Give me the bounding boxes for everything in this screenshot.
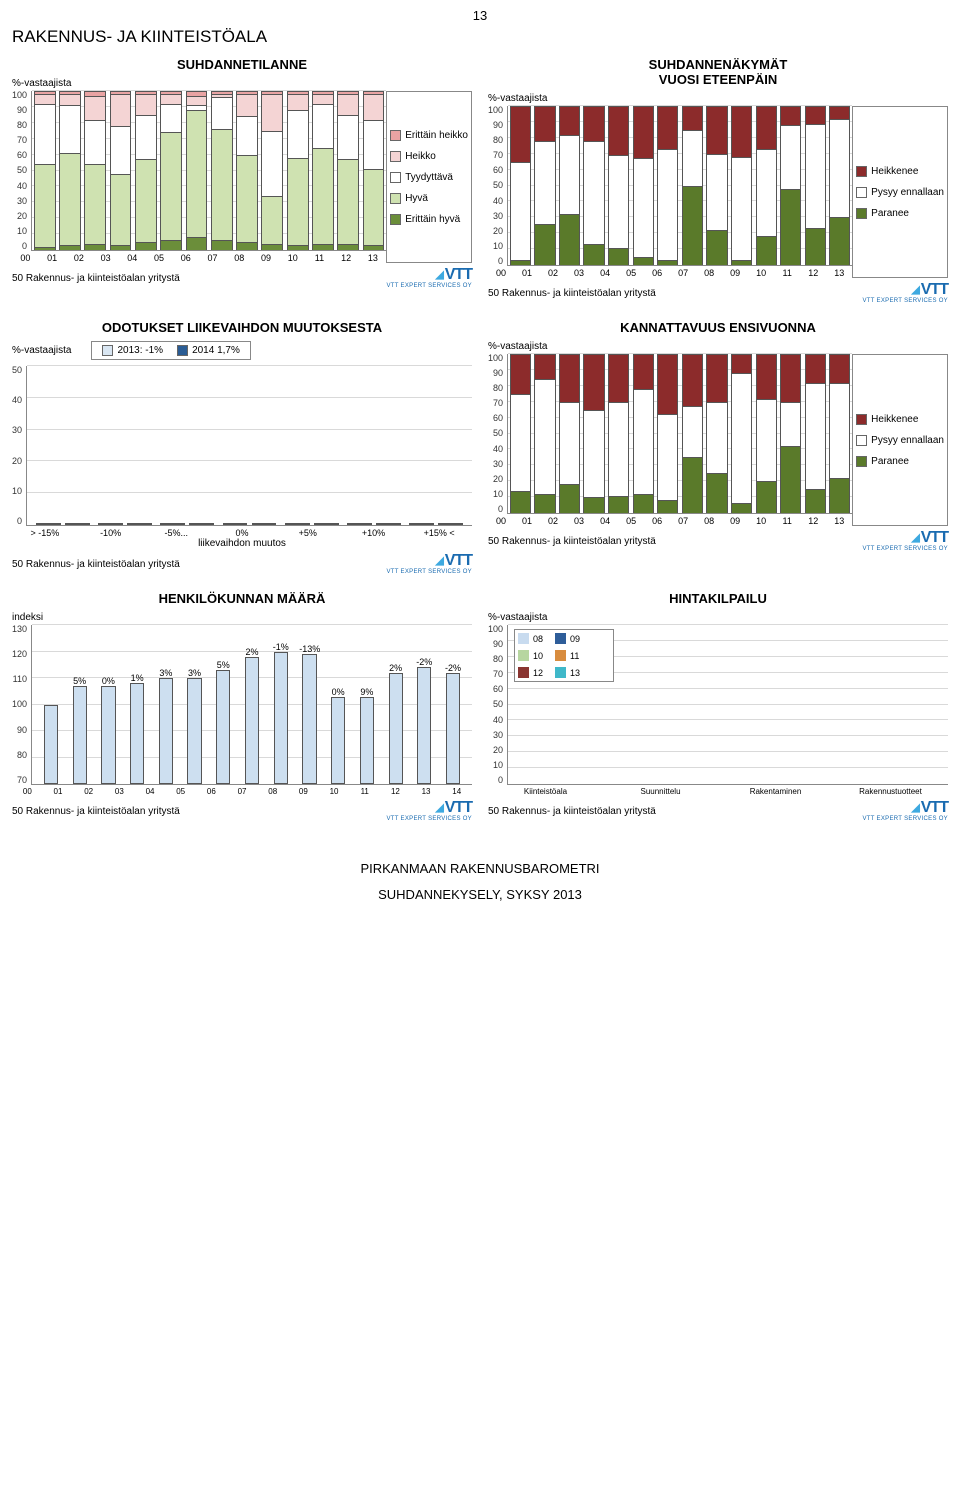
panel-title: HINTAKILPAILU: [488, 591, 948, 606]
plot-area: [507, 354, 852, 514]
panel-henkilokunta: HENKILÖKUNNAN MÄÄRÄ indeksi 130120110100…: [12, 589, 472, 828]
y-axis: 50403020100: [12, 366, 26, 526]
plot-area: [507, 106, 852, 266]
source-note: 50 Rakennus- ja kiinteistöalan yritystä: [12, 806, 180, 817]
panel-suhdannetilanne: SUHDANNETILANNE %-vastaajista 1009080706…: [12, 55, 472, 310]
panel-title: KANNATTAVUUS ENSIVUONNA: [488, 320, 948, 335]
panel-title: SUHDANNENÄKYMÄT VUOSI ETEENPÄIN: [488, 57, 948, 87]
x-axis: KiinteistöalaSuunnitteluRakentaminenRake…: [488, 787, 948, 796]
plot-area: [26, 366, 472, 526]
y-axis-label: %-vastaajista: [488, 93, 948, 104]
x-axis: 0001020304050607080910111213: [488, 516, 852, 526]
x-axis: 0001020304050607080910111213: [488, 268, 852, 278]
source-note: 50 Rakennus- ja kiinteistöalan yritystä: [12, 273, 180, 284]
y-axis: 1009080706050403020100: [12, 91, 31, 251]
legend: Erittäin heikkoHeikkoTyydyttäväHyväEritt…: [386, 91, 472, 263]
legend: HeikkeneePysyy ennallaanParanee: [852, 106, 948, 278]
x-axis: 000102030405060708091011121314: [12, 787, 472, 796]
panel-title: HENKILÖKUNNAN MÄÄRÄ: [12, 591, 472, 606]
x-axis-sub: liikevaihdon muutos: [12, 538, 472, 549]
panel-title: SUHDANNETILANNE: [12, 57, 472, 72]
vtt-logo: VTTVTT EXPERT SERVICES OY: [862, 282, 948, 304]
panel-hintakilpailu: HINTAKILPAILU %-vastaajista 100908070605…: [488, 589, 948, 828]
vtt-logo: VTTVTT EXPERT SERVICES OY: [862, 530, 948, 552]
vtt-logo: VTTVTT EXPERT SERVICES OY: [386, 267, 472, 289]
vtt-logo: VTTVTT EXPERT SERVICES OY: [386, 553, 472, 575]
source-note: 50 Rakennus- ja kiinteistöalan yritystä: [488, 288, 656, 299]
plot-area: [31, 91, 386, 251]
x-axis: > -15%-10%-5%...0%+5%+10%+15% <: [12, 528, 472, 538]
y-axis: 1009080706050403020100: [488, 625, 507, 785]
page-number: 13: [12, 8, 948, 23]
y-axis: 1009080706050403020100: [488, 106, 507, 266]
chart-grid: SUHDANNETILANNE %-vastaajista 1009080706…: [12, 55, 948, 828]
footer-line-1: PIRKANMAAN RAKENNUSBAROMETRI: [12, 856, 948, 882]
panel-kannattavuus: KANNATTAVUUS ENSIVUONNA %-vastaajista 10…: [488, 318, 948, 581]
vtt-logo: VTTVTT EXPERT SERVICES OY: [862, 800, 948, 822]
legend: HeikkeneePysyy ennallaanParanee: [852, 354, 948, 526]
y-axis: 130120110100908070: [12, 625, 31, 785]
y-axis-label: %-vastaajista: [488, 341, 948, 352]
page-footer: PIRKANMAAN RAKENNUSBAROMETRI SUHDANNEKYS…: [12, 856, 948, 908]
plot-area: 080910111213: [507, 625, 948, 785]
vtt-logo: VTTVTT EXPERT SERVICES OY: [386, 800, 472, 822]
footer-line-2: SUHDANNEKYSELY, SYKSY 2013: [12, 882, 948, 908]
source-note: 50 Rakennus- ja kiinteistöalan yritystä: [488, 806, 656, 817]
source-note: 50 Rakennus- ja kiinteistöalan yritystä: [12, 559, 180, 570]
legend: 2013: -1%2014 1,7%: [91, 341, 250, 360]
y-axis-label: %-vastaajista: [12, 78, 472, 89]
y-axis-label: %-vastaajista: [12, 345, 71, 356]
y-axis-label: %-vastaajista: [488, 612, 948, 623]
main-title: RAKENNUS- JA KIINTEISTÖALA: [12, 27, 948, 47]
y-axis: 1009080706050403020100: [488, 354, 507, 514]
plot-area: 5%0%1%3%3%5%2%-1%-13%0%9%2%-2%-2%: [31, 625, 472, 785]
panel-odotukset: ODOTUKSET LIIKEVAIHDON MUUTOKSESTA %-vas…: [12, 318, 472, 581]
panel-title: ODOTUKSET LIIKEVAIHDON MUUTOKSESTA: [12, 320, 472, 335]
source-note: 50 Rakennus- ja kiinteistöalan yritystä: [488, 536, 656, 547]
x-axis: 0001020304050607080910111213: [12, 253, 386, 263]
y-axis-label: indeksi: [12, 612, 472, 623]
panel-suhdannennakymat: SUHDANNENÄKYMÄT VUOSI ETEENPÄIN %-vastaa…: [488, 55, 948, 310]
